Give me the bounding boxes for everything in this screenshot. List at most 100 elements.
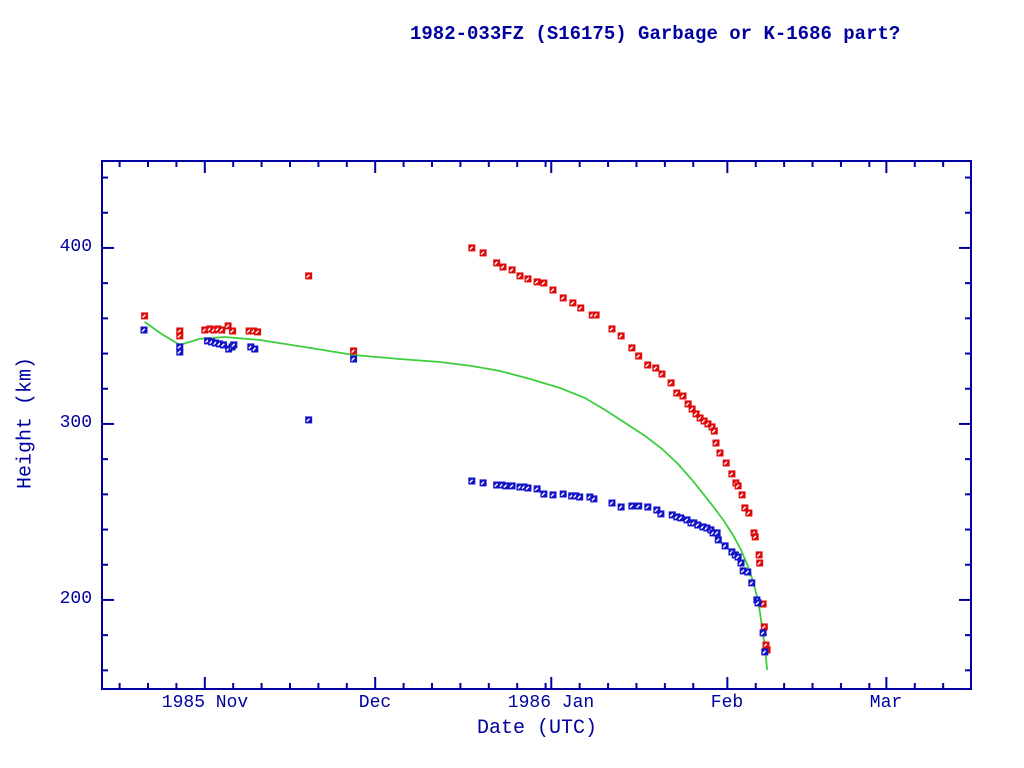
- marker-notch: [306, 418, 310, 422]
- marker-notch: [678, 516, 683, 520]
- chart-title: 1982-033FZ (S16175) Garbage or K-1686 pa…: [410, 23, 901, 45]
- marker-notch: [217, 342, 221, 346]
- marker-notch: [569, 494, 573, 498]
- marker-notch: [689, 407, 694, 412]
- marker-notch: [141, 328, 146, 333]
- marker-notch: [215, 327, 220, 331]
- marker-notch: [760, 631, 765, 635]
- marker-notch: [587, 495, 592, 500]
- marker-notch: [541, 492, 546, 497]
- marker-notch: [521, 485, 526, 490]
- marker-notch: [735, 484, 740, 488]
- marker-notch: [609, 501, 614, 506]
- marker-notch: [760, 602, 765, 607]
- marker-notch: [739, 493, 744, 497]
- marker-notch: [697, 416, 702, 421]
- marker-notch: [762, 650, 767, 654]
- marker-notch: [756, 553, 761, 557]
- marker-notch: [306, 274, 310, 278]
- marker-notch: [550, 493, 555, 497]
- marker-notch: [691, 521, 696, 525]
- marker-notch: [177, 334, 182, 338]
- marker-notch: [755, 601, 760, 605]
- marker-notch: [668, 381, 673, 385]
- x-tick-label: 1986 Jan: [507, 693, 595, 713]
- marker-notch: [684, 518, 689, 522]
- x-tick-label: Feb: [710, 693, 744, 713]
- marker-notch: [517, 274, 522, 278]
- marker-notch: [659, 372, 664, 377]
- marker-notch: [252, 347, 257, 352]
- marker-notch: [534, 487, 539, 491]
- marker-notch: [722, 544, 727, 548]
- marker-notch: [494, 483, 498, 488]
- marker-notch: [674, 515, 679, 519]
- marker-notch: [645, 363, 650, 368]
- marker-notch: [709, 425, 714, 429]
- marker-notch: [629, 346, 634, 350]
- marker-notch: [560, 296, 565, 300]
- marker-notch: [509, 268, 514, 272]
- marker-notch: [653, 366, 658, 371]
- marker-notch: [745, 570, 750, 575]
- marker-notch: [469, 479, 474, 484]
- marker-notch: [609, 327, 614, 331]
- marker-notch: [248, 345, 253, 349]
- marker-notch: [618, 505, 623, 510]
- marker-notch: [763, 643, 768, 648]
- marker-notch: [654, 508, 659, 513]
- marker-notch: [749, 581, 754, 585]
- marker-notch: [213, 341, 217, 346]
- marker-notch: [209, 340, 213, 344]
- marker-notch: [525, 486, 530, 491]
- y-tick-label: 200: [59, 589, 92, 609]
- marker-notch: [503, 484, 508, 488]
- marker-notch: [717, 451, 722, 456]
- marker-notch: [541, 281, 546, 286]
- marker-notch: [729, 472, 734, 476]
- marker-notch: [700, 525, 705, 529]
- marker-notch: [593, 313, 598, 318]
- marker-notch: [577, 495, 581, 500]
- y-tick-label: 400: [59, 237, 92, 257]
- x-axis-label: Date (UTC): [476, 717, 598, 740]
- marker-notch: [680, 394, 685, 399]
- marker-notch: [735, 555, 740, 560]
- marker-notch: [685, 402, 690, 406]
- marker-notch: [480, 251, 485, 255]
- marker-notch: [740, 569, 745, 573]
- marker-notch: [713, 441, 718, 446]
- marker-notch: [255, 330, 259, 334]
- marker-notch: [705, 422, 710, 426]
- marker-notch: [202, 328, 207, 333]
- marker-notch: [534, 280, 539, 284]
- apogee-height-series: [141, 244, 771, 654]
- model-line: [144, 321, 768, 671]
- marker-notch: [589, 313, 594, 318]
- plot-frame: [101, 160, 972, 690]
- marker-notch: [695, 523, 700, 528]
- marker-notch: [746, 511, 751, 516]
- marker-notch: [351, 349, 355, 353]
- marker-notch: [560, 492, 565, 497]
- x-tick-label: Mar: [869, 693, 903, 713]
- marker-notch: [211, 328, 216, 333]
- marker-notch: [221, 343, 225, 347]
- marker-notch: [715, 538, 720, 542]
- marker-notch: [761, 625, 766, 629]
- marker-notch: [500, 265, 505, 270]
- marker-notch: [231, 343, 236, 347]
- marker-notch: [480, 481, 485, 485]
- perigee-height-series: [140, 326, 769, 656]
- marker-notch: [177, 350, 182, 355]
- marker-notch: [469, 246, 474, 250]
- marker-notch: [219, 328, 224, 333]
- marker-notch: [674, 391, 679, 396]
- marker-notch: [578, 306, 583, 311]
- marker-notch: [636, 354, 640, 359]
- marker-notch: [251, 329, 255, 334]
- marker-notch: [207, 327, 212, 331]
- marker-notch: [509, 484, 514, 488]
